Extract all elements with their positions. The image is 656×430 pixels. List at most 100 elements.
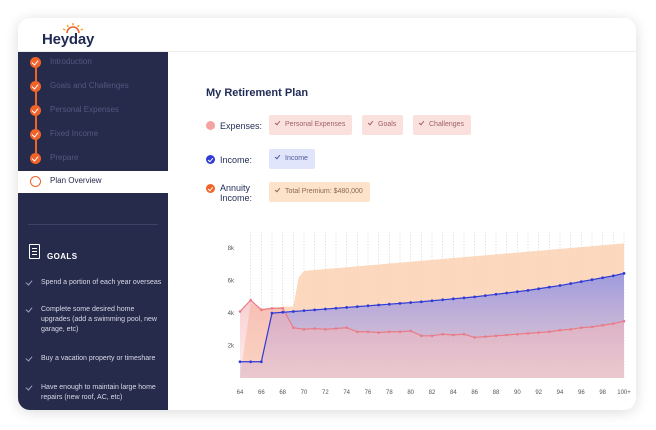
expenses-point [398, 330, 402, 334]
expenses-point [324, 328, 327, 331]
income-point [419, 300, 423, 304]
expenses-point [409, 329, 412, 333]
step-label: Prepare [50, 153, 79, 162]
step-label: Goals and Challenges [50, 81, 129, 90]
income-point [259, 360, 263, 364]
y-tick-label: 4k [228, 311, 235, 317]
income-point [398, 301, 402, 305]
check-icon [30, 153, 41, 164]
expenses-point [366, 330, 370, 334]
chip-personal-expenses[interactable]: Personal Expenses [269, 115, 353, 135]
check-icon [25, 383, 33, 391]
check-icon [274, 153, 281, 160]
expenses-point [430, 334, 434, 338]
x-tick-label: 68 [279, 390, 286, 396]
step-prepare[interactable]: Prepare [18, 148, 168, 170]
income-point [377, 303, 381, 307]
y-tick-label: 6k [228, 279, 235, 285]
x-tick-label: 92 [535, 390, 542, 396]
expenses-legend-dot [206, 121, 215, 130]
x-tick-label: 100+ [617, 390, 631, 396]
expenses-point [516, 332, 519, 336]
income-point [323, 307, 327, 311]
income-point [409, 301, 413, 304]
expenses-point [505, 333, 508, 337]
income-point [601, 276, 605, 280]
expenses-point [580, 326, 583, 330]
sidebar: Introduction Goals and Challenges Person… [18, 52, 168, 410]
income-point [547, 285, 551, 289]
step-plan-overview[interactable]: Plan Overview [18, 171, 168, 193]
income-point [281, 310, 285, 314]
goal-item: Buy a vacation property or timeshare [25, 354, 162, 364]
goals-heading: GOALS [47, 252, 78, 261]
expenses-point [313, 327, 316, 330]
income-point [569, 282, 573, 285]
expenses-point [238, 310, 242, 313]
x-tick-label: 94 [557, 390, 564, 396]
goal-text: Have enough to maintain large home repai… [41, 384, 156, 401]
goal-text: Buy a vacation property or timeshare [41, 355, 156, 362]
income-point [537, 287, 541, 291]
income-point [526, 289, 530, 292]
x-tick-label: 96 [578, 390, 585, 396]
top-bar: Heyday [18, 18, 636, 52]
expenses-point [484, 335, 487, 338]
sun-logo-icon [62, 23, 84, 34]
main-panel: My Retirement Plan Expenses: Personal Ex… [168, 52, 636, 410]
step-personal-expenses[interactable]: Personal Expenses [18, 100, 168, 122]
check-icon [30, 81, 41, 92]
x-tick-label: 82 [429, 390, 436, 396]
x-tick-label: 80 [407, 390, 414, 396]
heyday-logo[interactable]: Heyday [42, 22, 102, 48]
expenses-point [441, 332, 444, 336]
x-tick-label: 98 [599, 390, 606, 396]
income-point [387, 302, 391, 306]
income-point [611, 274, 615, 278]
expenses-point [249, 298, 252, 302]
income-point [483, 294, 487, 297]
x-tick-label: 86 [471, 390, 478, 396]
check-icon [25, 305, 33, 313]
income-label: Income: [220, 155, 253, 165]
check-icon [418, 119, 425, 126]
goal-text: Spend a portion of each year overseas [41, 279, 162, 286]
annuity-check-icon [206, 184, 215, 193]
income-check-icon [206, 155, 215, 164]
x-tick-label: 66 [258, 390, 265, 396]
x-tick-label: 88 [493, 390, 500, 396]
step-goals-and-challenges[interactable]: Goals and Challenges [18, 76, 168, 98]
clipboard-icon [29, 244, 40, 259]
expenses-point [612, 322, 615, 325]
check-icon [30, 129, 41, 140]
x-tick-label: 72 [322, 390, 329, 396]
expenses-point [356, 330, 359, 334]
expenses-point [345, 326, 348, 330]
check-icon [25, 278, 33, 286]
expenses-point [260, 308, 263, 312]
income-point [291, 310, 295, 313]
income-point [558, 284, 562, 287]
goal-item: Have enough to maintain large home repai… [25, 383, 162, 403]
expenses-point [334, 327, 338, 330]
x-tick-label: 70 [301, 390, 308, 396]
step-fixed-income[interactable]: Fixed Income [18, 124, 168, 146]
expenses-point [452, 333, 455, 337]
chip-goals[interactable]: Goals [362, 115, 404, 135]
step-label: Personal Expenses [50, 105, 119, 114]
expenses-point [462, 332, 466, 336]
expenses-point [601, 323, 604, 327]
page-title: My Retirement Plan [206, 87, 309, 99]
x-tick-label: 78 [386, 390, 393, 396]
expenses-point [292, 326, 295, 330]
chip-total-premium[interactable]: Total Premium: $480,000 [269, 182, 370, 202]
expenses-label: Expenses: [220, 121, 263, 131]
divider [28, 224, 158, 225]
income-point [473, 295, 477, 299]
step-introduction[interactable]: Introduction [18, 52, 168, 74]
expenses-point [377, 331, 380, 334]
chip-income[interactable]: Income [269, 149, 315, 169]
chip-challenges[interactable]: Challenges [413, 115, 472, 135]
income-point [622, 271, 626, 275]
x-tick-label: 64 [237, 390, 244, 396]
